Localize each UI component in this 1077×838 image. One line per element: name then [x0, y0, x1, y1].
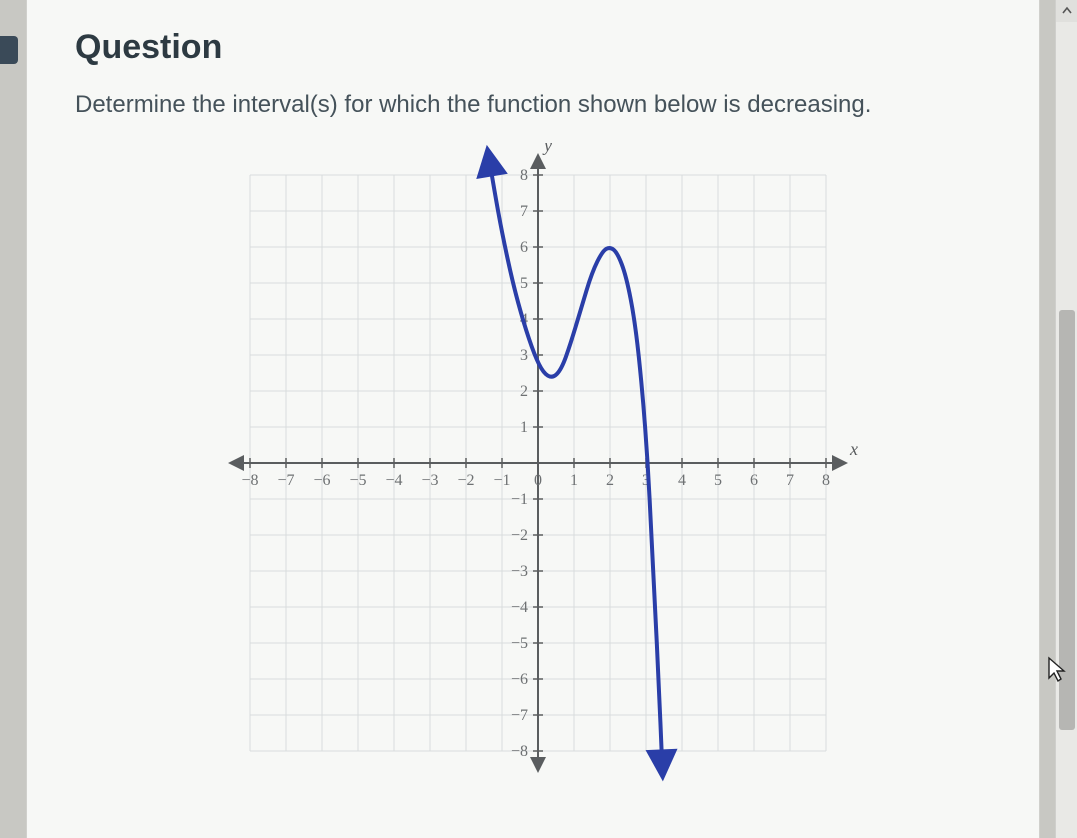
svg-text:−5: −5 — [511, 635, 528, 652]
svg-text:−6: −6 — [511, 671, 528, 688]
svg-text:−4: −4 — [385, 472, 402, 489]
question-heading: Question — [75, 28, 1001, 67]
svg-text:1: 1 — [570, 472, 578, 489]
chevron-up-icon — [1062, 6, 1072, 16]
scrollbar-thumb[interactable] — [1059, 310, 1075, 730]
svg-text:−2: −2 — [511, 527, 528, 544]
question-prompt: Determine the interval(s) for which the … — [75, 91, 1001, 119]
svg-text:8: 8 — [822, 472, 830, 489]
svg-text:2: 2 — [606, 472, 614, 489]
svg-text:5: 5 — [520, 275, 528, 292]
svg-text:−8: −8 — [241, 472, 258, 489]
section-bullet — [0, 36, 18, 64]
svg-text:4: 4 — [678, 472, 686, 489]
graph-svg: −8 −7 −6 −5 −4 −3 −2 −1 0 1 2 3 4 5 6 7 8 −8 −7 −6 −5 −4 −3 −2 −… — [178, 143, 898, 783]
svg-text:−1: −1 — [493, 472, 510, 489]
svg-text:0: 0 — [534, 472, 542, 489]
svg-text:5: 5 — [714, 472, 722, 489]
svg-text:−3: −3 — [421, 472, 438, 489]
scrollbar-up-button[interactable] — [1056, 0, 1077, 22]
svg-text:1: 1 — [520, 419, 528, 436]
svg-text:8: 8 — [520, 167, 528, 184]
question-page: Question Determine the interval(s) for w… — [26, 0, 1040, 838]
svg-text:−5: −5 — [349, 472, 366, 489]
svg-text:−3: −3 — [511, 563, 528, 580]
svg-text:−2: −2 — [457, 472, 474, 489]
function-graph: −8 −7 −6 −5 −4 −3 −2 −1 0 1 2 3 4 5 6 7 8 −8 −7 −6 −5 −4 −3 −2 −… — [178, 143, 898, 783]
svg-text:7: 7 — [786, 472, 794, 489]
svg-text:−1: −1 — [511, 491, 528, 508]
svg-text:2: 2 — [520, 383, 528, 400]
vertical-scrollbar[interactable] — [1055, 0, 1077, 838]
svg-text:x: x — [849, 439, 858, 459]
svg-text:−7: −7 — [277, 472, 294, 489]
svg-text:6: 6 — [750, 472, 758, 489]
svg-text:−8: −8 — [511, 743, 528, 760]
svg-text:−4: −4 — [511, 599, 528, 616]
svg-text:3: 3 — [520, 347, 528, 364]
svg-text:−6: −6 — [313, 472, 330, 489]
svg-text:6: 6 — [520, 239, 528, 256]
svg-text:−7: −7 — [511, 707, 528, 724]
svg-text:7: 7 — [520, 203, 528, 220]
svg-text:y: y — [542, 143, 552, 155]
